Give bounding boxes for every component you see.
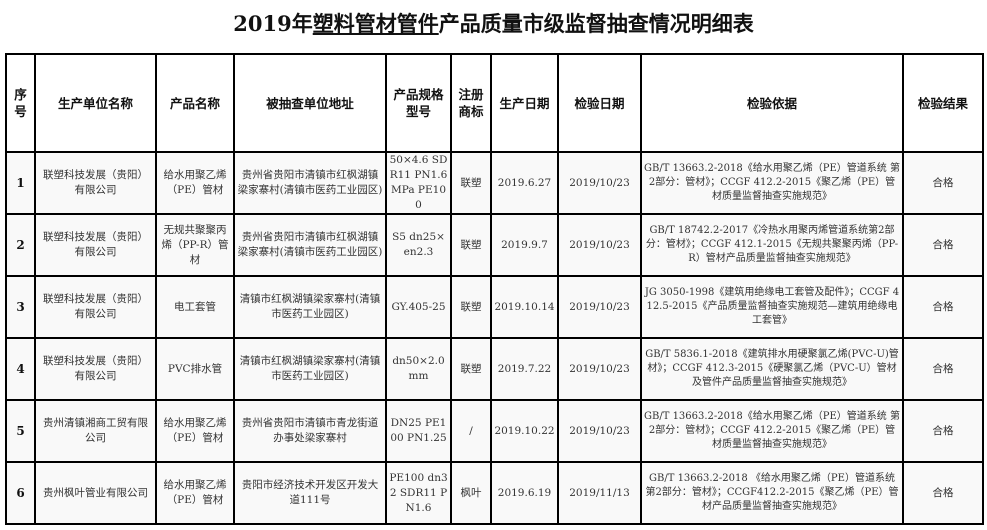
cell-trademark: 联塑 [450,337,492,401]
header-row: 序号 生产单位名称 产品名称 被抽查单位地址 产品规格型号 注册商标 生产日期 … [5,53,984,153]
cell-spec: GY.405-25 [385,275,452,339]
cell-trademark: 枫叶 [450,461,492,525]
cell-production-date: 2019.6.19 [490,461,559,525]
cell-production-date: 2019.7.22 [490,337,559,401]
cell-spec: S5 dn25×en2.3 [385,213,452,277]
table-row: 4 联塑科技发展（贵阳）有限公司 PVC排水管 清镇市红枫湖镇梁家寨村(清镇市医药工业… [5,337,984,401]
cell-spec: dn50×2.0mm [385,337,452,401]
cell-result: 合格 [902,275,984,339]
cell-production-date: 2019.9.7 [490,213,559,277]
cell-product: 无规共聚聚丙烯（PP-R）管材 [155,213,235,277]
table-row: 6 贵州枫叶管业有限公司 给水用聚乙烯（PE）管材 贵阳市经济技术开发区开发大道111… [5,461,984,525]
cell-seq: 2 [5,213,36,277]
cell-basis: GB/T 18742.2-2017《冷热水用聚丙烯管道系统第2部分：管材》；CC… [640,213,904,277]
cell-result: 合格 [902,337,984,401]
cell-address: 贵阳市经济技术开发区开发大道111号 [233,461,387,525]
cell-address: 贵州省贵阳市清镇市红枫湖镇梁家寨村(清镇市医药工业园区) [233,213,387,277]
cell-trademark: 联塑 [450,275,492,339]
col-basis: 检验依据 [640,53,904,153]
cell-trademark: 联塑 [450,213,492,277]
col-result: 检验结果 [902,53,984,153]
col-seq: 序号 [5,53,36,153]
cell-basis: GB/T 5836.1-2018《建筑排水用硬聚氯乙烯(PVC-U)管材》；CC… [640,337,904,401]
cell-inspection-date: 2019/10/23 [557,213,642,277]
cell-inspection-date: 2019/11/13 [557,461,642,525]
cell-inspection-date: 2019/10/23 [557,337,642,401]
title-year: 2019年 [233,11,313,36]
cell-inspection-date: 2019/10/23 [557,275,642,339]
cell-seq: 3 [5,275,36,339]
cell-production-date: 2019.10.14 [490,275,559,339]
cell-address: 清镇市红枫湖镇梁家寨村(清镇市医药工业园区) [233,275,387,339]
cell-basis: JG 3050-1998《建筑用绝缘电工套管及配件》；CCGF 412.5-20… [640,275,904,339]
col-address: 被抽查单位地址 [233,53,387,153]
cell-trademark: 联塑 [450,151,492,215]
cell-manufacturer: 联塑科技发展（贵阳）有限公司 [34,151,157,215]
cell-inspection-date: 2019/10/23 [557,151,642,215]
cell-inspection-date: 2019/10/23 [557,399,642,463]
table-row: 1 联塑科技发展（贵阳）有限公司 给水用聚乙烯（PE）管材 贵州省贵阳市清镇市红枫湖镇… [5,151,984,215]
cell-result: 合格 [902,461,984,525]
cell-production-date: 2019.6.27 [490,151,559,215]
table-row: 3 联塑科技发展（贵阳）有限公司 电工套管 清镇市红枫湖镇梁家寨村(清镇市医药工业园区… [5,275,984,339]
cell-manufacturer: 联塑科技发展（贵阳）有限公司 [34,337,157,401]
cell-basis: GB/T 13663.2-2018 《给水用聚乙烯（PE）管道系统 第2部分：管… [640,461,904,525]
cell-address: 清镇市红枫湖镇梁家寨村(清镇市医药工业园区) [233,337,387,401]
cell-basis: GB/T 13663.2-2018《给水用聚乙烯（PE）管道系统 第2部分：管材… [640,399,904,463]
col-spec: 产品规格型号 [385,53,452,153]
cell-manufacturer: 联塑科技发展（贵阳）有限公司 [34,275,157,339]
cell-address: 贵州省贵阳市清镇市青龙街道办事处梁家寨村 [233,399,387,463]
cell-seq: 5 [5,399,36,463]
col-manufacturer: 生产单位名称 [34,53,157,153]
title-rest: 产品质量市级监督抽查情况明细表 [438,11,754,36]
cell-seq: 4 [5,337,36,401]
inspection-table: 序号 生产单位名称 产品名称 被抽查单位地址 产品规格型号 注册商标 生产日期 … [5,53,984,525]
cell-spec: DN25 PE100 PN1.25 [385,399,452,463]
title-category: 塑料管材管件 [312,11,439,36]
cell-production-date: 2019.10.22 [490,399,559,463]
cell-product: 给水用聚乙烯（PE）管材 [155,399,235,463]
cell-seq: 6 [5,461,36,525]
cell-result: 合格 [902,151,984,215]
cell-manufacturer: 联塑科技发展（贵阳）有限公司 [34,213,157,277]
cell-basis: GB/T 13663.2-2018《给水用聚乙烯（PE）管道系统 第2部分：管材… [640,151,904,215]
col-product: 产品名称 [155,53,235,153]
col-inspection-date: 检验日期 [557,53,642,153]
cell-seq: 1 [5,151,36,215]
cell-result: 合格 [902,213,984,277]
cell-product: 给水用聚乙烯（PE）管材 [155,461,235,525]
table-row: 2 联塑科技发展（贵阳）有限公司 无规共聚聚丙烯（PP-R）管材 贵州省贵阳市清镇市红… [5,213,984,277]
col-trademark: 注册商标 [450,53,492,153]
cell-spec: PE100 dn32 SDR11 PN1.6 [385,461,452,525]
cell-product: 电工套管 [155,275,235,339]
cell-product: 给水用聚乙烯（PE）管材 [155,151,235,215]
col-production-date: 生产日期 [490,53,559,153]
cell-manufacturer: 贵州枫叶管业有限公司 [34,461,157,525]
cell-result: 合格 [902,399,984,463]
cell-product: PVC排水管 [155,337,235,401]
page-title: 2019年塑料管材管件产品质量市级监督抽查情况明细表 [0,8,987,38]
cell-manufacturer: 贵州清镇湘商工贸有限公司 [34,399,157,463]
cell-trademark: / [450,399,492,463]
table-row: 5 贵州清镇湘商工贸有限公司 给水用聚乙烯（PE）管材 贵州省贵阳市清镇市青龙街道办事… [5,399,984,463]
cell-address: 贵州省贵阳市清镇市红枫湖镇梁家寨村(清镇市医药工业园区) [233,151,387,215]
cell-spec: 50×4.6 SDR11 PN1.6MPa PE100 [385,151,452,215]
